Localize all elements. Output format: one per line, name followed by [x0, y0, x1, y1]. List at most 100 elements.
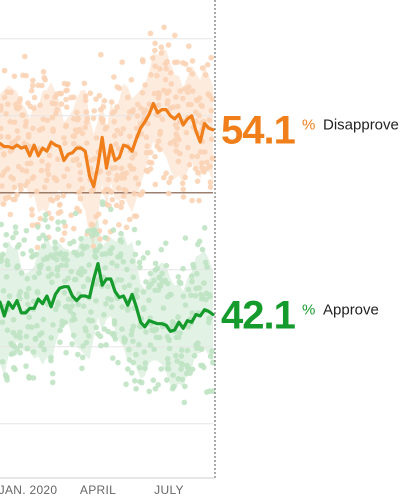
approve-poll-dot — [41, 346, 47, 353]
disapprove-poll-dot — [0, 201, 7, 207]
approve-poll-dot — [185, 286, 192, 293]
approve-poll-dot — [136, 341, 142, 348]
disapprove-poll-dot — [158, 44, 165, 50]
disapprove-poll-dot — [111, 133, 118, 139]
approve-poll-dot — [101, 312, 107, 318]
disapprove-poll-dot — [140, 58, 146, 65]
disapprove-poll-dot — [198, 102, 204, 108]
approve-poll-dot — [97, 333, 104, 340]
approve-poll-dot — [103, 301, 109, 307]
disapprove-poll-dot — [112, 108, 118, 115]
approve-poll-dot — [3, 231, 10, 238]
disapprove-poll-dot — [166, 179, 172, 186]
disapprove-poll-dot — [90, 187, 96, 193]
approve-poll-dot — [43, 235, 49, 242]
disapprove-poll-dot — [123, 187, 129, 194]
approve-poll-dot — [196, 285, 203, 291]
disapprove-poll-dot — [89, 222, 96, 228]
disapprove-poll-dot — [147, 149, 154, 156]
disapprove-poll-dot — [147, 30, 154, 37]
approve-poll-dot — [173, 352, 179, 359]
disapprove-poll-dot — [18, 186, 24, 193]
approve-poll-dot — [25, 285, 32, 292]
disapprove-poll-dot — [120, 126, 127, 132]
approve-poll-dot — [111, 318, 118, 324]
approve-poll-dot — [38, 342, 44, 349]
disapprove-poll-dot — [11, 73, 18, 79]
approve-poll-dot — [30, 349, 37, 355]
disapprove-poll-dot — [152, 153, 158, 160]
disapprove-poll-dot — [100, 104, 107, 110]
disapprove-poll-dot — [28, 160, 34, 167]
disapprove-poll-dot — [5, 101, 11, 107]
approve-poll-dot — [150, 377, 157, 384]
disapprove-poll-dot — [196, 112, 202, 119]
disapprove-poll-dot — [93, 135, 100, 141]
disapprove-poll-dot — [62, 140, 68, 147]
approve-poll-dot — [68, 268, 75, 275]
approve-poll-dot — [0, 319, 6, 326]
approve-poll-dot — [6, 293, 13, 299]
disapprove-poll-dot — [164, 100, 171, 107]
approve-poll-dot — [139, 379, 145, 386]
approve-poll-dot — [119, 304, 125, 310]
approve-poll-dot — [182, 235, 189, 241]
disapprove-poll-dot — [133, 125, 140, 132]
approve-poll-dot — [67, 308, 73, 314]
approve-poll-dot — [50, 322, 56, 328]
approve-poll-dot — [98, 342, 104, 349]
disapprove-label: 54.1% Disapprove — [221, 109, 399, 153]
disapprove-poll-dot — [43, 177, 50, 183]
approve-poll-dot — [136, 259, 143, 266]
approve-poll-dot — [182, 383, 188, 390]
approve-poll-dot — [141, 306, 147, 313]
approve-poll-dot — [201, 225, 208, 231]
disapprove-poll-dot — [199, 65, 206, 71]
disapprove-poll-dot — [48, 215, 55, 222]
disapprove-poll-dot — [34, 244, 41, 251]
approve-poll-dot — [142, 360, 149, 366]
approve-poll-dot — [0, 288, 7, 294]
approve-poll-dot — [133, 351, 139, 358]
disapprove-poll-dot — [15, 163, 22, 170]
approve-poll-dot — [53, 306, 59, 313]
disapprove-poll-dot — [207, 179, 214, 185]
disapprove-poll-dot — [121, 193, 127, 199]
approve-poll-dot — [42, 217, 48, 223]
approve-poll-dot — [35, 224, 41, 230]
disapprove-poll-dot — [76, 189, 83, 195]
disapprove-poll-dot — [119, 199, 125, 206]
disapprove-poll-dot — [174, 125, 181, 131]
disapprove-poll-dot — [203, 159, 210, 166]
approve-poll-dot — [206, 319, 212, 326]
disapprove-poll-dot — [118, 175, 125, 181]
disapprove-poll-dot — [38, 167, 45, 174]
approve-poll-dot — [201, 280, 207, 286]
approve-poll-dot — [73, 276, 79, 283]
approve-poll-dot — [175, 334, 182, 340]
approve-poll-dot — [45, 265, 52, 272]
approve-poll-dot — [146, 388, 152, 395]
approve-poll-dot — [144, 250, 151, 256]
disapprove-poll-dot — [165, 42, 172, 48]
approve-poll-dot — [21, 237, 28, 243]
approve-poll-dot — [4, 327, 11, 334]
disapprove-poll-dot — [185, 144, 191, 151]
approve-poll-dot — [64, 257, 70, 263]
current-date-line — [0, 0, 216, 480]
approve-poll-dot — [93, 324, 100, 331]
disapprove-poll-dot — [55, 156, 61, 162]
disapprove-poll-dot — [11, 119, 18, 126]
disapprove-poll-dot — [174, 59, 181, 65]
approve-poll-dot — [25, 324, 31, 330]
disapprove-poll-dot — [177, 88, 183, 94]
disapprove-poll-dot — [180, 95, 186, 102]
disapprove-poll-dot — [173, 94, 179, 100]
approve-poll-dot — [42, 211, 49, 218]
disapprove-poll-dot — [131, 190, 137, 197]
disapprove-poll-dot — [82, 124, 89, 131]
approve-poll-dot — [126, 282, 133, 289]
approve-poll-dot — [72, 210, 79, 217]
disapprove-poll-dot — [68, 94, 74, 101]
approve-poll-dot — [140, 289, 147, 295]
